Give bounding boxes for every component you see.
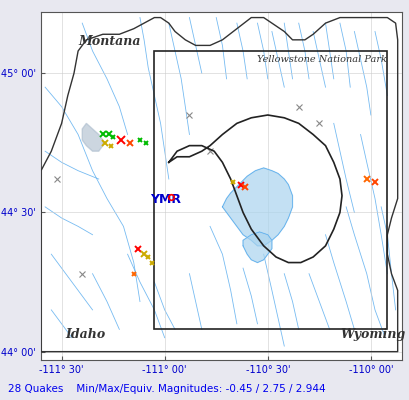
Text: Idaho: Idaho — [65, 328, 106, 341]
Polygon shape — [222, 168, 292, 246]
Text: Wyoming: Wyoming — [339, 328, 404, 341]
Bar — [154, 51, 387, 329]
Text: Yellowstone National Park: Yellowstone National Park — [257, 55, 387, 64]
Polygon shape — [82, 123, 103, 151]
Polygon shape — [243, 232, 271, 262]
Text: YMR: YMR — [150, 193, 181, 206]
Text: 28 Quakes    Min/Max/Equiv. Magnitudes: -0.45 / 2.75 / 2.944: 28 Quakes Min/Max/Equiv. Magnitudes: -0.… — [8, 384, 325, 394]
Text: Montana: Montana — [78, 36, 140, 48]
